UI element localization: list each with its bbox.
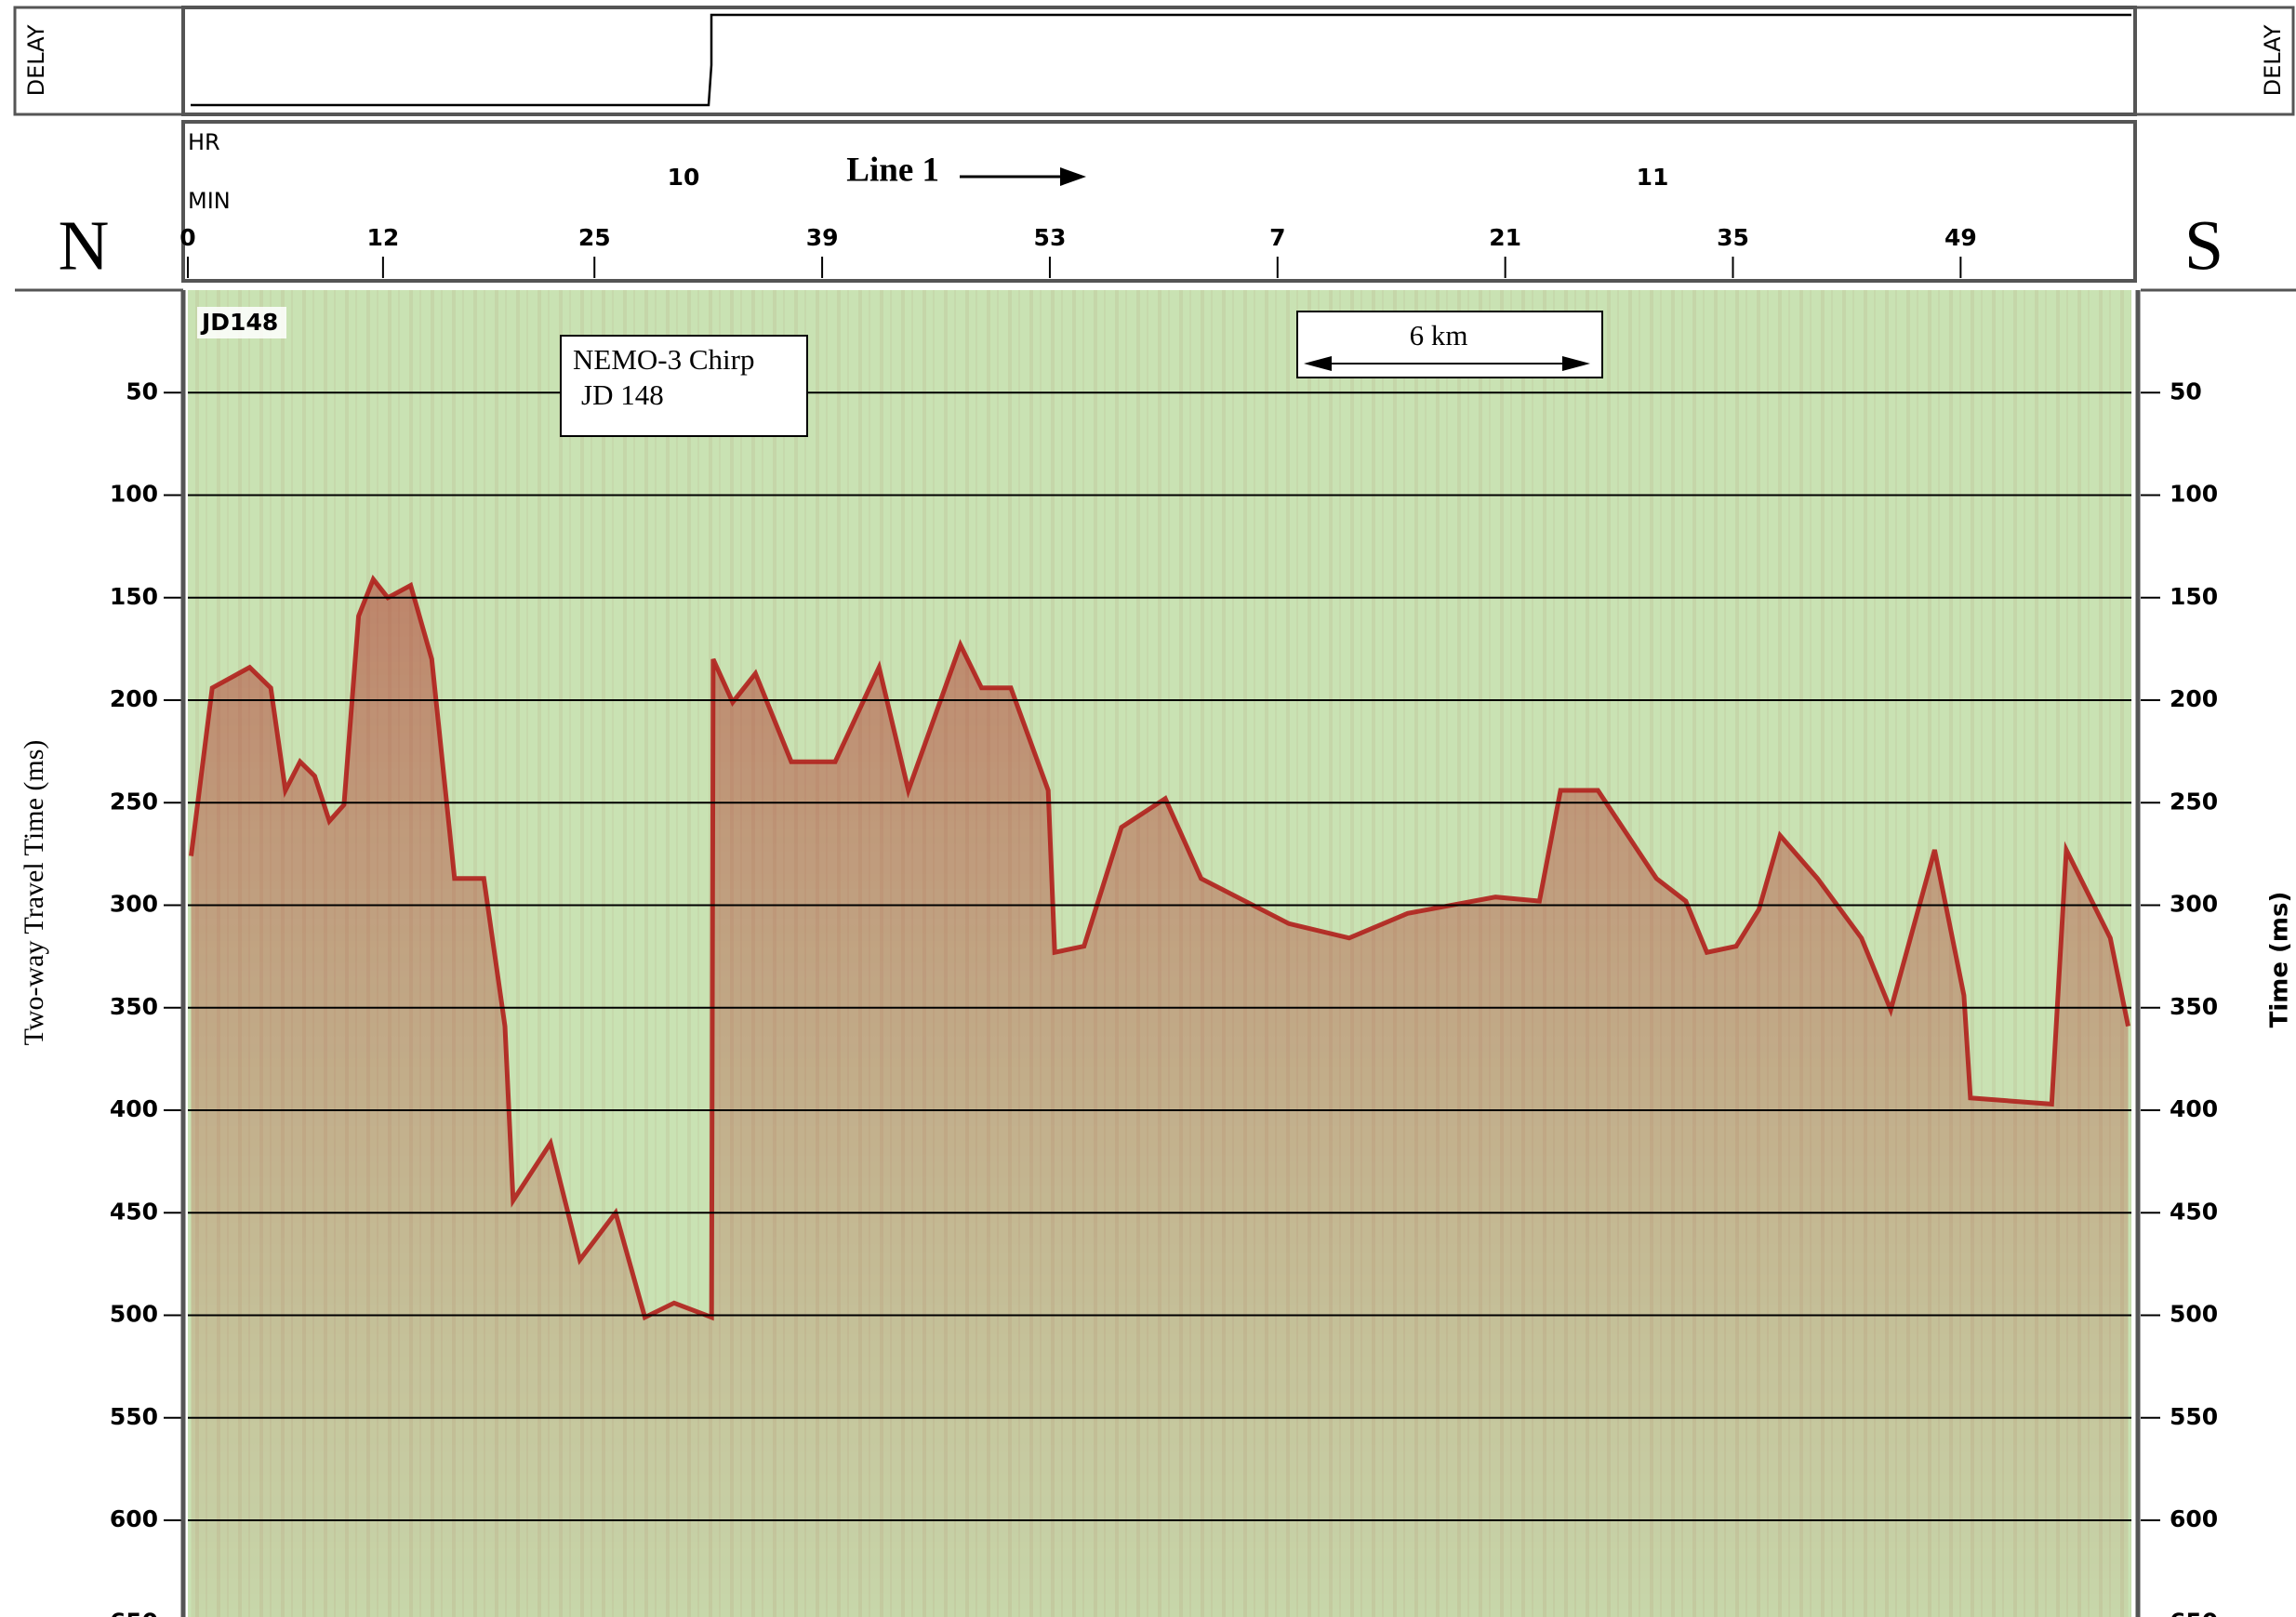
x-tick-label: 7	[1269, 224, 1285, 251]
plot-tag: JD148	[200, 309, 278, 336]
hour-label: 10	[668, 164, 700, 191]
y2-tick-label: 200	[2170, 685, 2218, 712]
y-tick-label: 50	[126, 378, 158, 404]
annotation: NEMO-3 Chirp	[573, 343, 754, 376]
subbottom-fill	[191, 578, 2129, 1617]
x-tick-label: 25	[578, 224, 611, 251]
south-label: S	[2184, 206, 2223, 285]
x-tick-label: 53	[1034, 224, 1067, 251]
y2-tick-label: 50	[2170, 378, 2202, 404]
overlays: 50 50 100 100 150 150 200 200 250 250 300 300 350 350…	[110, 290, 2218, 1617]
y2-tick-label: 450	[2170, 1198, 2218, 1225]
y2-tick-label: 350	[2170, 993, 2218, 1020]
y-tick-label: 350	[110, 993, 158, 1020]
y2-tick-label: 150	[2170, 583, 2218, 610]
y-axis-title: Two-way Travel Time (ms)	[19, 740, 49, 1046]
y2-tick-label: 100	[2170, 481, 2218, 508]
plot-area	[188, 290, 2131, 1617]
y-tick-label: 300	[110, 891, 158, 918]
y2-tick-label: 550	[2170, 1403, 2218, 1430]
y2-tick-label: 650	[2170, 1608, 2218, 1617]
y-tick-label: 450	[110, 1198, 158, 1225]
y2-tick-label: 300	[2170, 891, 2218, 918]
hour-label: 11	[1637, 164, 1669, 191]
y-tick-label: 500	[110, 1301, 158, 1328]
line-label: Line 1	[846, 151, 939, 189]
min-label: MIN	[188, 188, 231, 214]
y-tick-label: 200	[110, 685, 158, 712]
scale-arrow	[1304, 356, 1332, 371]
y-tick-label: 250	[110, 788, 158, 815]
y-tick-label: 400	[110, 1095, 158, 1122]
line-arrowhead	[1060, 167, 1086, 186]
y2-tick-label: 600	[2170, 1505, 2218, 1532]
y-tick-label: 600	[110, 1505, 158, 1532]
x-tick-label: 21	[1489, 224, 1521, 251]
x-tick-label: 12	[366, 224, 399, 251]
scale-box	[1296, 311, 1603, 378]
y2-tick-label: 250	[2170, 788, 2218, 815]
annotation: JD 148	[581, 378, 664, 411]
y-tick-label: 550	[110, 1403, 158, 1430]
scale-label: 6 km	[1410, 319, 1468, 351]
header-frame	[181, 120, 2137, 283]
y2-axis-title: Time (ms)	[2266, 892, 2294, 1028]
y-tick-label: 650	[110, 1608, 158, 1617]
scale-arrow	[1562, 356, 1590, 371]
x-tick-label: 35	[1717, 224, 1749, 251]
delay-frame-right	[2133, 6, 2295, 116]
y2-tick-label: 500	[2170, 1301, 2218, 1328]
hr-label: HR	[188, 129, 220, 155]
seafloor-reflector	[189, 574, 2130, 1321]
delay-label: DELAY	[2260, 24, 2286, 96]
x-tick-label: 0	[179, 224, 195, 251]
tag-box	[197, 307, 286, 338]
delay-trace	[191, 13, 2131, 107]
y-tick-label: 100	[110, 481, 158, 508]
north-label: N	[59, 206, 110, 285]
y-tick-label: 150	[110, 583, 158, 610]
x-tick-label: 49	[1944, 224, 1977, 251]
y2-tick-label: 400	[2170, 1095, 2218, 1122]
x-tick-label: 39	[806, 224, 839, 251]
annotation-box	[560, 335, 808, 437]
delay-label: DELAY	[23, 24, 49, 96]
delay-frame	[181, 6, 2137, 116]
